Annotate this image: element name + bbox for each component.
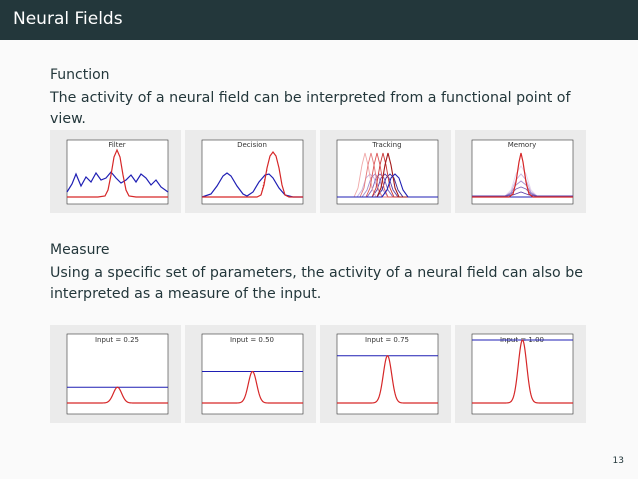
memory-plot-label: Memory — [508, 141, 536, 149]
function-heading: Function — [50, 67, 110, 83]
tracking-plot: Tracking — [320, 130, 451, 213]
function-text: The activity of a neural field can be in… — [50, 90, 571, 127]
activity-curve — [67, 386, 168, 404]
decision-input-curve — [201, 172, 303, 198]
activity-curve — [337, 355, 438, 404]
decision-plot: Decision — [185, 130, 316, 213]
tracking-input-curve — [337, 173, 438, 198]
filter-plot-label: Filter — [108, 141, 125, 149]
memory-plot: Memory — [455, 130, 586, 213]
filter-activity-curve — [67, 148, 168, 198]
input-label: Input = 0.25 — [95, 336, 139, 344]
measure-text: Using a specific set of parameters, the … — [50, 265, 583, 302]
memory-activity-curve — [472, 152, 573, 198]
page-number: 13 — [612, 456, 624, 466]
tracking-activity-curve — [337, 152, 438, 198]
measure-heading: Measure — [50, 242, 110, 258]
slide-title: Neural Fields — [13, 9, 123, 29]
input-100-plot: Input = 1.00 — [455, 325, 586, 423]
filter-plot: Filter — [50, 130, 181, 213]
activity-curve — [202, 370, 303, 404]
input-075-plot: Input = 0.75 — [320, 325, 451, 423]
title-bar: Neural Fields — [0, 0, 638, 40]
activity-curve — [472, 339, 573, 404]
input-label: Input = 0.75 — [365, 336, 409, 344]
decision-plot-label: Decision — [237, 141, 267, 149]
input-050-plot: Input = 0.50 — [185, 325, 316, 423]
filter-input-curve — [66, 171, 169, 193]
tracking-plot-label: Tracking — [371, 141, 401, 149]
input-025-plot: Input = 0.25 — [50, 325, 181, 423]
input-label: Input = 0.50 — [230, 336, 274, 344]
